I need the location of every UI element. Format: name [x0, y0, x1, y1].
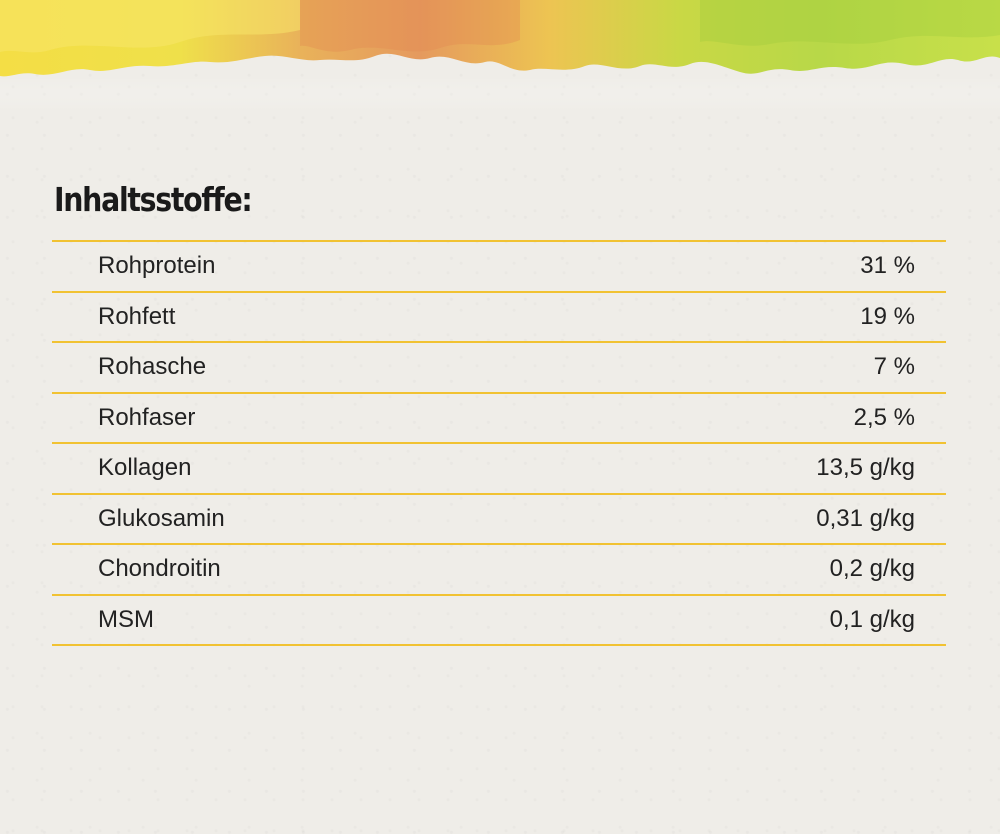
row-label: Glukosamin	[98, 504, 225, 532]
table-row: Rohprotein 31 %	[52, 242, 946, 293]
row-value: 0,2 g/kg	[829, 555, 915, 583]
table-row: Chondroitin 0,2 g/kg	[52, 545, 946, 596]
row-value: 19 %	[860, 302, 915, 330]
table-row: Kollagen 13,5 g/kg	[52, 444, 946, 495]
row-value: 0,1 g/kg	[829, 605, 915, 633]
row-label: Kollagen	[98, 454, 192, 482]
row-value: 31 %	[860, 252, 915, 280]
row-value: 0,31 g/kg	[816, 504, 915, 532]
table-row: Rohasche 7 %	[52, 343, 946, 394]
row-label: MSM	[98, 605, 154, 633]
table-row: MSM 0,1 g/kg	[52, 596, 946, 646]
row-label: Rohfett	[98, 302, 176, 330]
row-value: 13,5 g/kg	[816, 454, 915, 482]
watercolor-banner	[0, 0, 1000, 110]
row-label: Chondroitin	[98, 555, 221, 583]
row-label: Rohfaser	[98, 403, 196, 431]
row-label: Rohprotein	[98, 252, 216, 280]
ingredients-heading: Inhaltsstoffe:	[54, 180, 253, 219]
table-row: Glukosamin 0,31 g/kg	[52, 495, 946, 545]
table-row: Rohfett 19 %	[52, 293, 946, 343]
ingredients-table: Rohprotein 31 % Rohfett 19 % Rohasche 7 …	[52, 240, 946, 646]
row-label: Rohasche	[98, 353, 207, 381]
row-value: 7 %	[873, 353, 915, 381]
table-row: Rohfaser 2,5 %	[52, 394, 946, 444]
row-value: 2,5 %	[853, 403, 915, 431]
